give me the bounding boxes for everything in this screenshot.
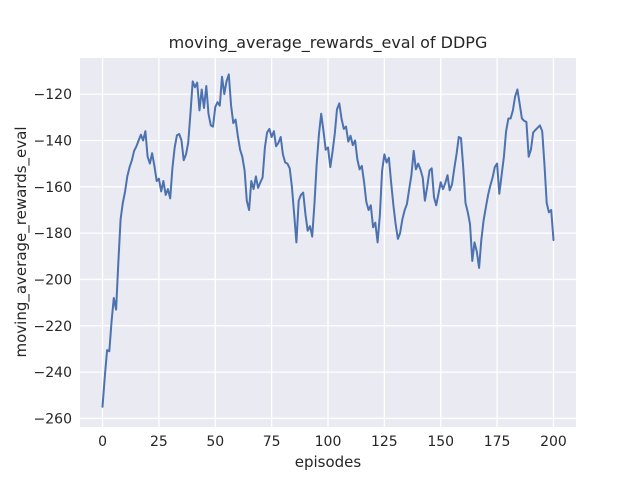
- chart-title: moving_average_rewards_eval of DDPG: [168, 33, 488, 52]
- y-tick-label: −260: [34, 411, 72, 427]
- x-axis-label: episodes: [294, 453, 362, 471]
- x-tick-label: 50: [206, 434, 224, 450]
- y-tick-label: −200: [34, 272, 72, 288]
- y-axis-label: moving_average_rewards_eval: [12, 126, 30, 358]
- x-tick-label: 175: [484, 434, 511, 450]
- y-tick-label: −180: [34, 226, 72, 242]
- x-tick-label: 0: [98, 434, 107, 450]
- y-tick-label: −160: [34, 180, 72, 196]
- x-tick-label: 150: [427, 434, 454, 450]
- y-tick-label: −140: [34, 133, 72, 149]
- y-tick-label: −120: [34, 87, 72, 103]
- x-tick-label: 100: [315, 434, 342, 450]
- x-tick-label: 25: [150, 434, 168, 450]
- x-tick-label: 75: [263, 434, 281, 450]
- y-tick-label: −240: [34, 365, 72, 381]
- y-tick-label: −220: [34, 319, 72, 335]
- x-tick-label: 200: [540, 434, 567, 450]
- x-tick-label: 125: [371, 434, 398, 450]
- series-line: [101, 73, 555, 408]
